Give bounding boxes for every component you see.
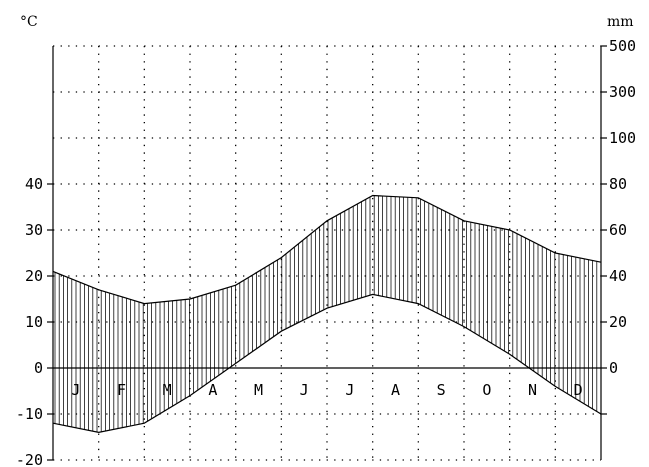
month-label: J [300,381,309,399]
month-label: N [528,381,537,399]
month-label: D [574,381,583,399]
temperature-line [52,293,602,434]
month-label: M [254,381,263,399]
month-label: O [482,381,491,399]
axes [52,46,602,460]
left-tick-label: 30 [25,221,43,239]
hatch-area [54,195,598,433]
precipitation-line [52,194,602,305]
month-label: A [208,381,217,399]
labels: °C mm 403020100-10-20500300100806040200J… [16,14,636,467]
right-tick-label: 20 [609,313,627,331]
month-label: S [437,381,446,399]
month-label: F [117,381,126,399]
right-tick-label: 0 [609,359,618,377]
left-tick-label: 0 [34,359,43,377]
month-label: A [391,381,400,399]
month-label: J [71,381,80,399]
left-tick-label: 10 [25,313,43,331]
right-tick-label: 100 [609,129,636,147]
grid-lines [53,45,601,461]
left-tick-label: 40 [25,175,43,193]
right-tick-label: 40 [609,267,627,285]
left-tick-label: 20 [25,267,43,285]
series-lines [52,194,602,434]
left-tick-label: -10 [16,405,43,423]
right-tick-label: 80 [609,175,627,193]
left-axis-unit: °C [20,14,38,30]
month-label: M [163,381,172,399]
right-tick-label: 300 [609,83,636,101]
right-tick-label: 500 [609,37,636,55]
right-tick-label: 60 [609,221,627,239]
month-label: J [345,381,354,399]
left-tick-label: -20 [16,451,43,467]
right-axis-unit: mm [607,14,634,30]
